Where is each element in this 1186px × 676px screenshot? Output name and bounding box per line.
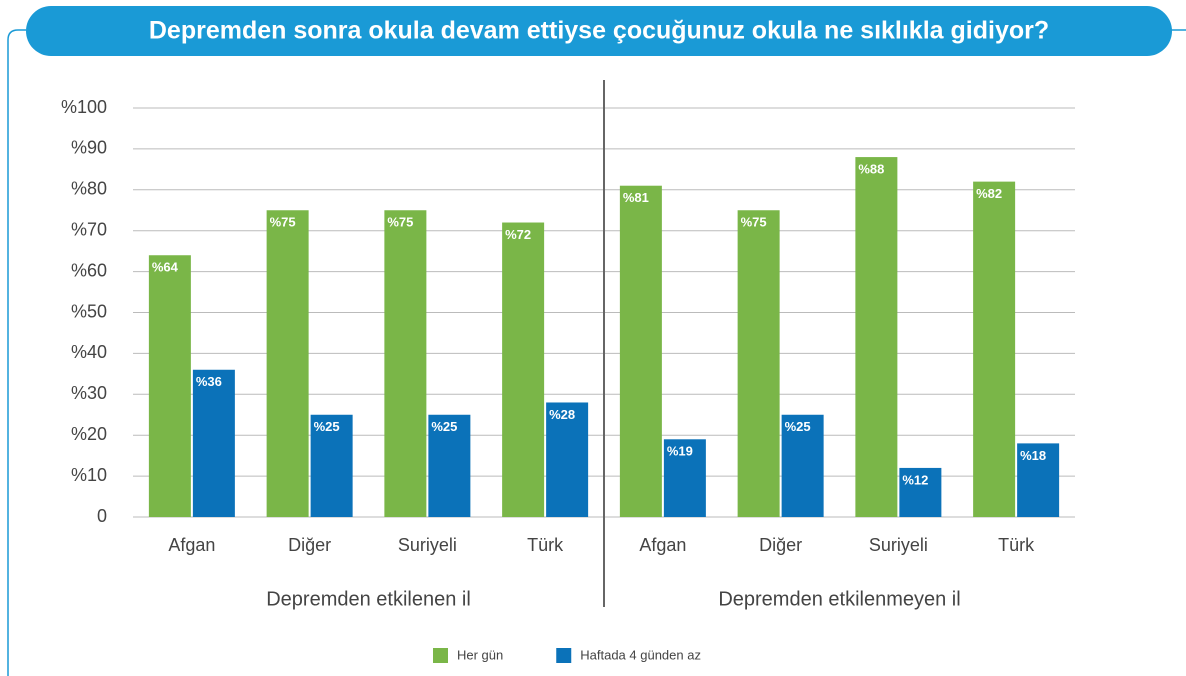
- bar: [148, 255, 191, 518]
- legend-label: Her gün: [457, 647, 503, 662]
- x-tick-label: Türk: [527, 535, 564, 555]
- y-tick-label: %80: [71, 179, 107, 199]
- y-tick-label: %10: [71, 465, 107, 485]
- x-tick-label: Suriyeli: [869, 535, 928, 555]
- bar: [973, 181, 1016, 517]
- legend-swatch: [556, 648, 572, 663]
- chart-title: Depremden sonra okula devam ettiyse çocu…: [149, 17, 1049, 45]
- bar: [266, 210, 309, 517]
- group-label: Depremden etkilenmeyen il: [718, 588, 960, 610]
- value-label: %64: [152, 260, 179, 275]
- group-label: Depremden etkilenen il: [266, 588, 471, 610]
- value-label: %88: [858, 162, 884, 177]
- bar: [192, 369, 235, 517]
- value-label: %75: [270, 215, 296, 230]
- bar: [663, 439, 706, 517]
- y-tick-label: %70: [71, 219, 107, 239]
- value-label: %25: [431, 419, 457, 434]
- legend-swatch: [433, 648, 448, 663]
- bar: [384, 210, 427, 517]
- value-label: %12: [902, 472, 928, 487]
- y-tick-label: %50: [71, 301, 107, 321]
- x-tick-label: Afgan: [168, 535, 215, 555]
- value-label: %25: [785, 419, 811, 434]
- y-tick-label: %20: [71, 424, 107, 444]
- bar: [1017, 443, 1060, 517]
- value-label: %18: [1020, 448, 1046, 463]
- bar: [502, 222, 545, 517]
- x-tick-label: Diğer: [759, 535, 802, 555]
- value-label: %75: [387, 215, 413, 230]
- bar: [781, 414, 824, 517]
- title-banner: [26, 6, 1172, 56]
- bar: [737, 210, 780, 517]
- value-label: %82: [976, 186, 1002, 201]
- y-tick-label: %90: [71, 138, 107, 158]
- value-label: %81: [623, 190, 649, 205]
- y-tick-label: %40: [71, 342, 107, 362]
- value-label: %28: [549, 407, 575, 422]
- legend-label: Haftada 4 günden az: [580, 647, 701, 662]
- bar: [899, 467, 942, 517]
- y-tick-label: %30: [71, 383, 107, 403]
- value-label: %75: [741, 215, 767, 230]
- value-label: %25: [314, 419, 340, 434]
- y-tick-label: %60: [71, 260, 107, 280]
- x-tick-label: Suriyeli: [398, 535, 457, 555]
- y-tick-label: 0: [97, 506, 107, 526]
- value-label: %36: [196, 374, 222, 389]
- bar: [855, 157, 898, 517]
- bar: [310, 414, 353, 517]
- bar: [546, 402, 589, 517]
- x-tick-label: Diğer: [288, 535, 331, 555]
- value-label: %19: [667, 444, 693, 459]
- y-tick-label: %100: [61, 97, 107, 117]
- value-label: %72: [505, 227, 531, 242]
- bar: [428, 414, 471, 517]
- bar: [619, 185, 662, 517]
- x-tick-label: Türk: [998, 535, 1035, 555]
- x-tick-label: Afgan: [639, 535, 686, 555]
